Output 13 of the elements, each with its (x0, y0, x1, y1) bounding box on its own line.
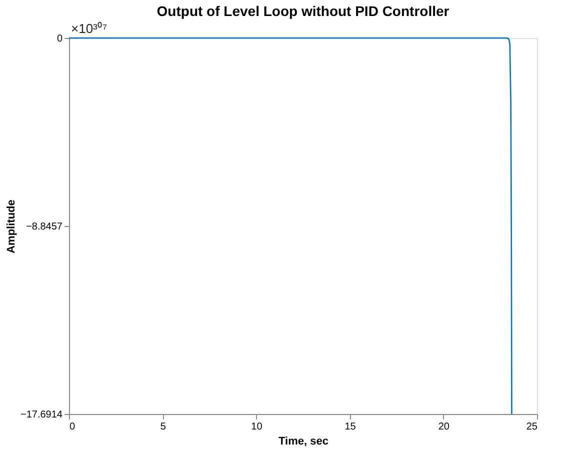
y-tick-label: −8.8457 (26, 222, 63, 232)
y-tick-label: −17.6914 (20, 410, 63, 420)
x-tick-label: 10 (251, 422, 263, 432)
x-axis-title: Time, sec (278, 436, 328, 448)
x-tick-label: 0 (70, 422, 76, 432)
chart-title: Output of Level Loop without PID Controller (156, 3, 450, 19)
y-tick-label: 0 (56, 34, 63, 44)
x-tick-label: 20 (438, 422, 450, 432)
x-tick-label: 15 (344, 422, 356, 432)
x-tick-label: 25 (526, 422, 538, 432)
text: ×10³⁰⁷ (71, 21, 108, 36)
y-axis-title: Amplitude (6, 200, 18, 254)
x-tick-label: 5 (160, 422, 166, 432)
